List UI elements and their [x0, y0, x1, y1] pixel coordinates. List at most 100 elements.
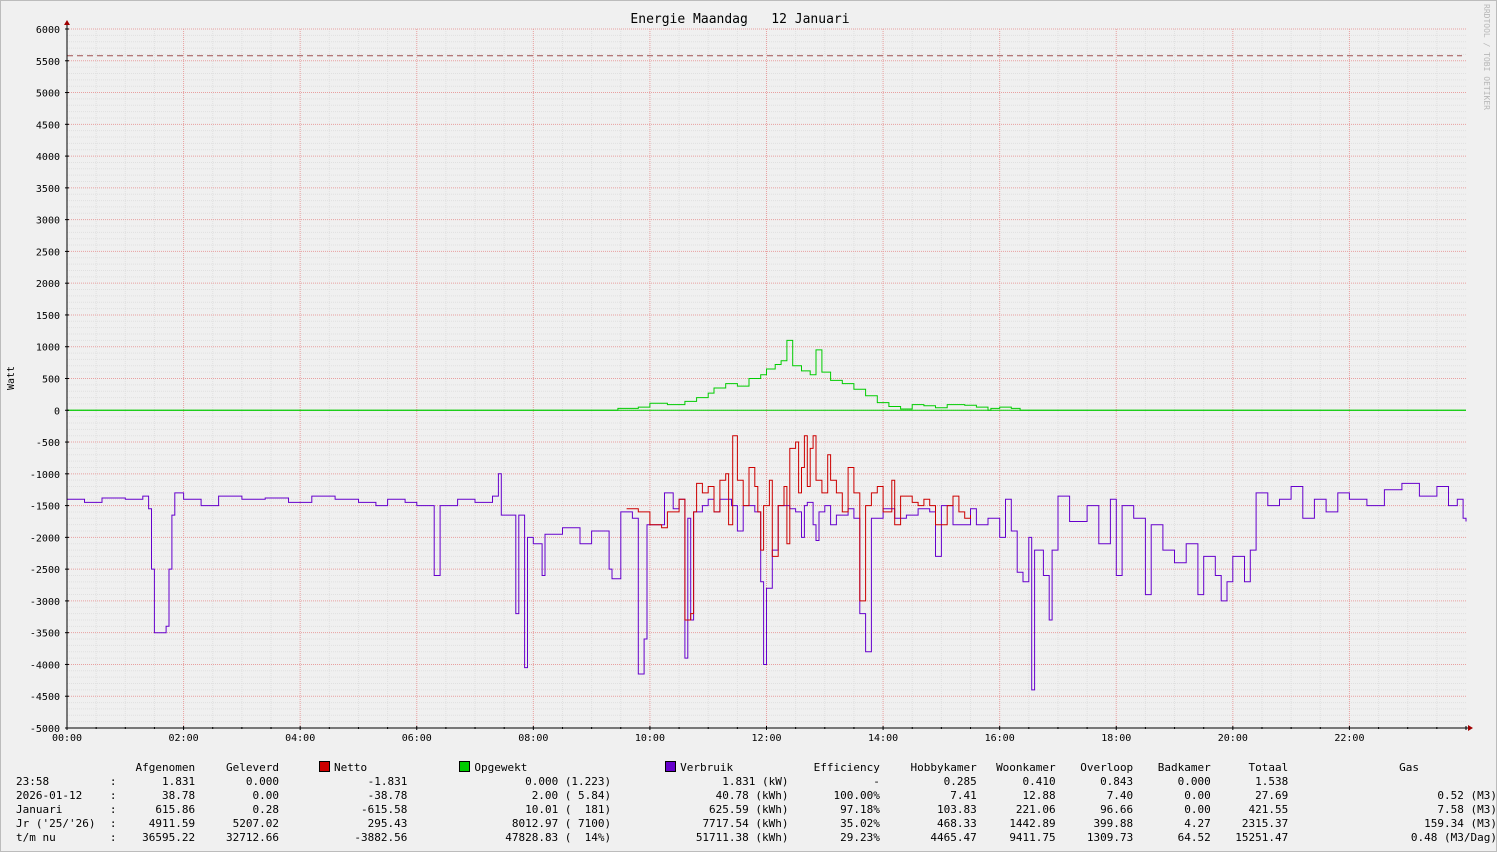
legend-cell: 421.55	[1248, 803, 1289, 816]
legend-row: Januari: 615.86 0.28 -615.58 10.01 ( 181) 625…	[16, 803, 1497, 817]
x-tick-label: 02:00	[169, 733, 199, 744]
legend-header-cell: Afgenomen	[118, 761, 196, 775]
legend-cell: :	[109, 789, 117, 802]
legend-header-cell: Overloop	[1056, 761, 1134, 775]
y-tick-labels: 6000550050004500400035003000250020001500…	[30, 25, 60, 735]
legend-header-label: Efficiency	[813, 761, 880, 774]
legend-cell: 7.40	[1106, 789, 1134, 802]
legend-table: Afgenomen Geleverd Netto Opgewekt Verbruik Ef…	[16, 761, 1497, 845]
legend-header-label: Opgewekt	[474, 761, 528, 774]
legend-cell: 2315.37	[1241, 817, 1289, 830]
legend-cell: 15251.47	[1235, 831, 1289, 844]
legend-cell: 36595.22	[142, 831, 196, 844]
legend-header-cell: Badkamer	[1133, 761, 1211, 775]
legend-cell: 0.00	[252, 789, 279, 802]
y-tick-label: -2000	[30, 533, 60, 544]
legend-cell: 2.00 ( 5.84)	[531, 789, 612, 802]
legend-row-label: 23:58	[16, 775, 50, 788]
x-tick-label: 14:00	[868, 733, 898, 744]
x-tick-label: 16:00	[985, 733, 1015, 744]
legend-header-label: Netto	[333, 761, 368, 774]
legend-cell: 32712.66	[226, 831, 279, 844]
netto-swatch	[318, 761, 330, 772]
x-tick-label: 06:00	[402, 733, 432, 744]
legend-header-cell: Hobbykamer	[880, 761, 977, 775]
legend-cell: 103.83	[937, 803, 977, 816]
y-tick-label: 5000	[36, 89, 60, 100]
y-tick-label: -3500	[30, 629, 60, 640]
legend-cell: 0.52 (M3)	[1437, 789, 1497, 802]
legend-cell: 47828.83 ( 14%)	[505, 831, 612, 844]
x-tick-label: 08:00	[518, 733, 548, 744]
legend-cell: 221.06	[1015, 803, 1056, 816]
y-tick-label: 2000	[36, 279, 60, 290]
legend-cell: 625.59 (kWh)	[709, 803, 789, 816]
legend-header-row: Afgenomen Geleverd Netto Opgewekt Verbruik Ef…	[16, 761, 1497, 775]
energy-chart: 6000550050004500400035003000250020001500…	[6, 4, 1491, 744]
y-tick-label: 3000	[36, 216, 60, 227]
legend-row-label: Jr ('25/'26)	[16, 817, 96, 830]
legend-header-label: Totaal	[1248, 761, 1289, 774]
legend-cell: -38.78	[367, 789, 408, 802]
legend-cell: 0.48 (M3/Dag)	[1410, 831, 1497, 844]
x-tick-label: 22:00	[1334, 733, 1364, 744]
legend-cell: 1.538	[1255, 775, 1289, 788]
legend-cell: 0.000	[245, 775, 279, 788]
legend-cell: 0.00	[1184, 789, 1211, 802]
legend-row: 2026-01-12: 38.78 0.00 -38.78 2.00 ( 5.84) 40…	[16, 789, 1497, 803]
legend-cell: 7717.54 (kWh)	[702, 817, 789, 830]
y-tick-label: 6000	[36, 25, 60, 36]
legend-cell: 40.78 (kWh)	[715, 789, 789, 802]
opgewekt-swatch	[459, 761, 471, 772]
legend-cell: 295.43	[367, 817, 408, 830]
legend-header-label: Geleverd	[226, 761, 279, 774]
legend-header-cell: Gas	[1288, 761, 1497, 775]
legend-cell: 12.88	[1022, 789, 1056, 802]
legend-cell: 0.000 (1.223)	[525, 775, 612, 788]
legend-cell: -	[873, 775, 880, 788]
legend-cell: 399.88	[1093, 817, 1134, 830]
legend-cell: 7.41	[950, 789, 977, 802]
y-tick-label: -1500	[30, 502, 60, 513]
legend-cell: 96.66	[1100, 803, 1134, 816]
legend-header-cell: Totaal	[1211, 761, 1289, 775]
legend-cell: 100.00%	[833, 789, 880, 802]
legend-cell: 0.410	[1022, 775, 1056, 788]
legend-row-label: Januari	[16, 803, 63, 816]
legend-cell: :	[109, 775, 117, 788]
legend-header-label: Overloop	[1080, 761, 1134, 774]
legend-header-cell	[16, 761, 109, 775]
minor-grid	[67, 29, 1466, 728]
legend-cell: 51711.38 (kWh)	[695, 831, 789, 844]
legend-cell: 10.01 ( 181)	[525, 803, 612, 816]
legend-header-label: Hobbykamer	[910, 761, 977, 774]
y-tick-label: 5500	[36, 57, 60, 68]
legend-cell: :	[109, 803, 117, 816]
series-netto-line	[626, 435, 971, 621]
legend-cell: 615.86	[155, 803, 196, 816]
y-tick-label: -1000	[30, 470, 60, 481]
x-tick-label: 10:00	[635, 733, 665, 744]
y-tick-label: 1000	[36, 343, 60, 354]
y-tick-label: -2500	[30, 565, 60, 576]
legend-row-label: 2026-01-12	[16, 789, 83, 802]
legend-row: t/m nu: 36595.22 32712.66 -3882.56 47828.83 …	[16, 831, 1497, 845]
y-tick-label: 0	[54, 406, 60, 417]
legend-cell: :	[109, 831, 117, 844]
legend-cell: 1.831	[162, 775, 196, 788]
watermark: RRDTOOL / TOBI OETIKER	[1482, 4, 1491, 110]
legend-cell: 1309.73	[1086, 831, 1134, 844]
legend-cell: 159.34 (M3)	[1424, 817, 1497, 830]
legend-header-cell: Opgewekt	[407, 761, 611, 775]
legend-cell: 27.69	[1255, 789, 1289, 802]
legend-cell: 4465.47	[930, 831, 977, 844]
axes	[64, 20, 1473, 731]
y-tick-label: 4500	[36, 120, 60, 131]
verbruik-swatch	[665, 761, 677, 772]
x-axis-arrow	[1468, 725, 1473, 731]
legend-header-cell: Netto	[279, 761, 407, 775]
y-tick-label: -4500	[30, 692, 60, 703]
legend-cell: 0.285	[943, 775, 977, 788]
legend-row: 23:58: 1.831 0.000 -1.831 0.000 (1.223) 1.831…	[16, 775, 1497, 789]
